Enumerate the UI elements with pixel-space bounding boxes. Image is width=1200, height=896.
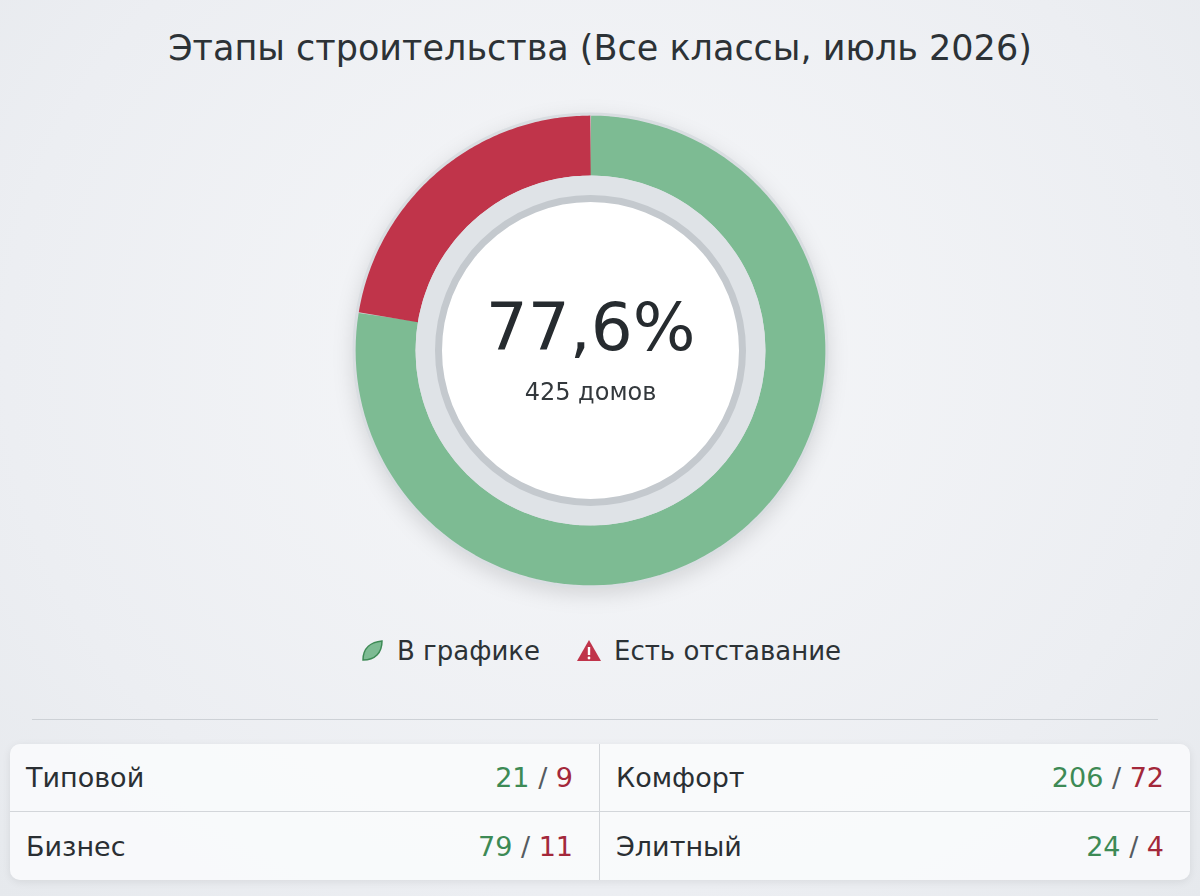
- html-text:21 / 9: 21 / 9: [495, 762, 573, 793]
- html-text:Типовой: Типовой: [26, 762, 145, 793]
- html-text:206 / 72: 206 / 72: [1051, 762, 1164, 793]
- html-text:Бизнес: Бизнес: [26, 830, 126, 862]
- html-text:В графике: В графике: [397, 636, 540, 666]
- html-text:Этапы строительства (Все класс: Этапы строительства (Все классы, июль 20…: [168, 28, 1032, 68]
- html-text:Есть отставание: Есть отставание: [614, 636, 841, 666]
- html-text:24 / 4: 24 / 4: [1086, 830, 1164, 862]
- svg-text:77,6%: 77,6%: [486, 289, 696, 366]
- html-text:Элитный: Элитный: [616, 830, 742, 862]
- svg-text:425 домов: 425 домов: [525, 378, 657, 406]
- html-text:Комфорт: Комфорт: [616, 762, 745, 793]
- html-text:79 / 11: 79 / 11: [478, 830, 573, 862]
